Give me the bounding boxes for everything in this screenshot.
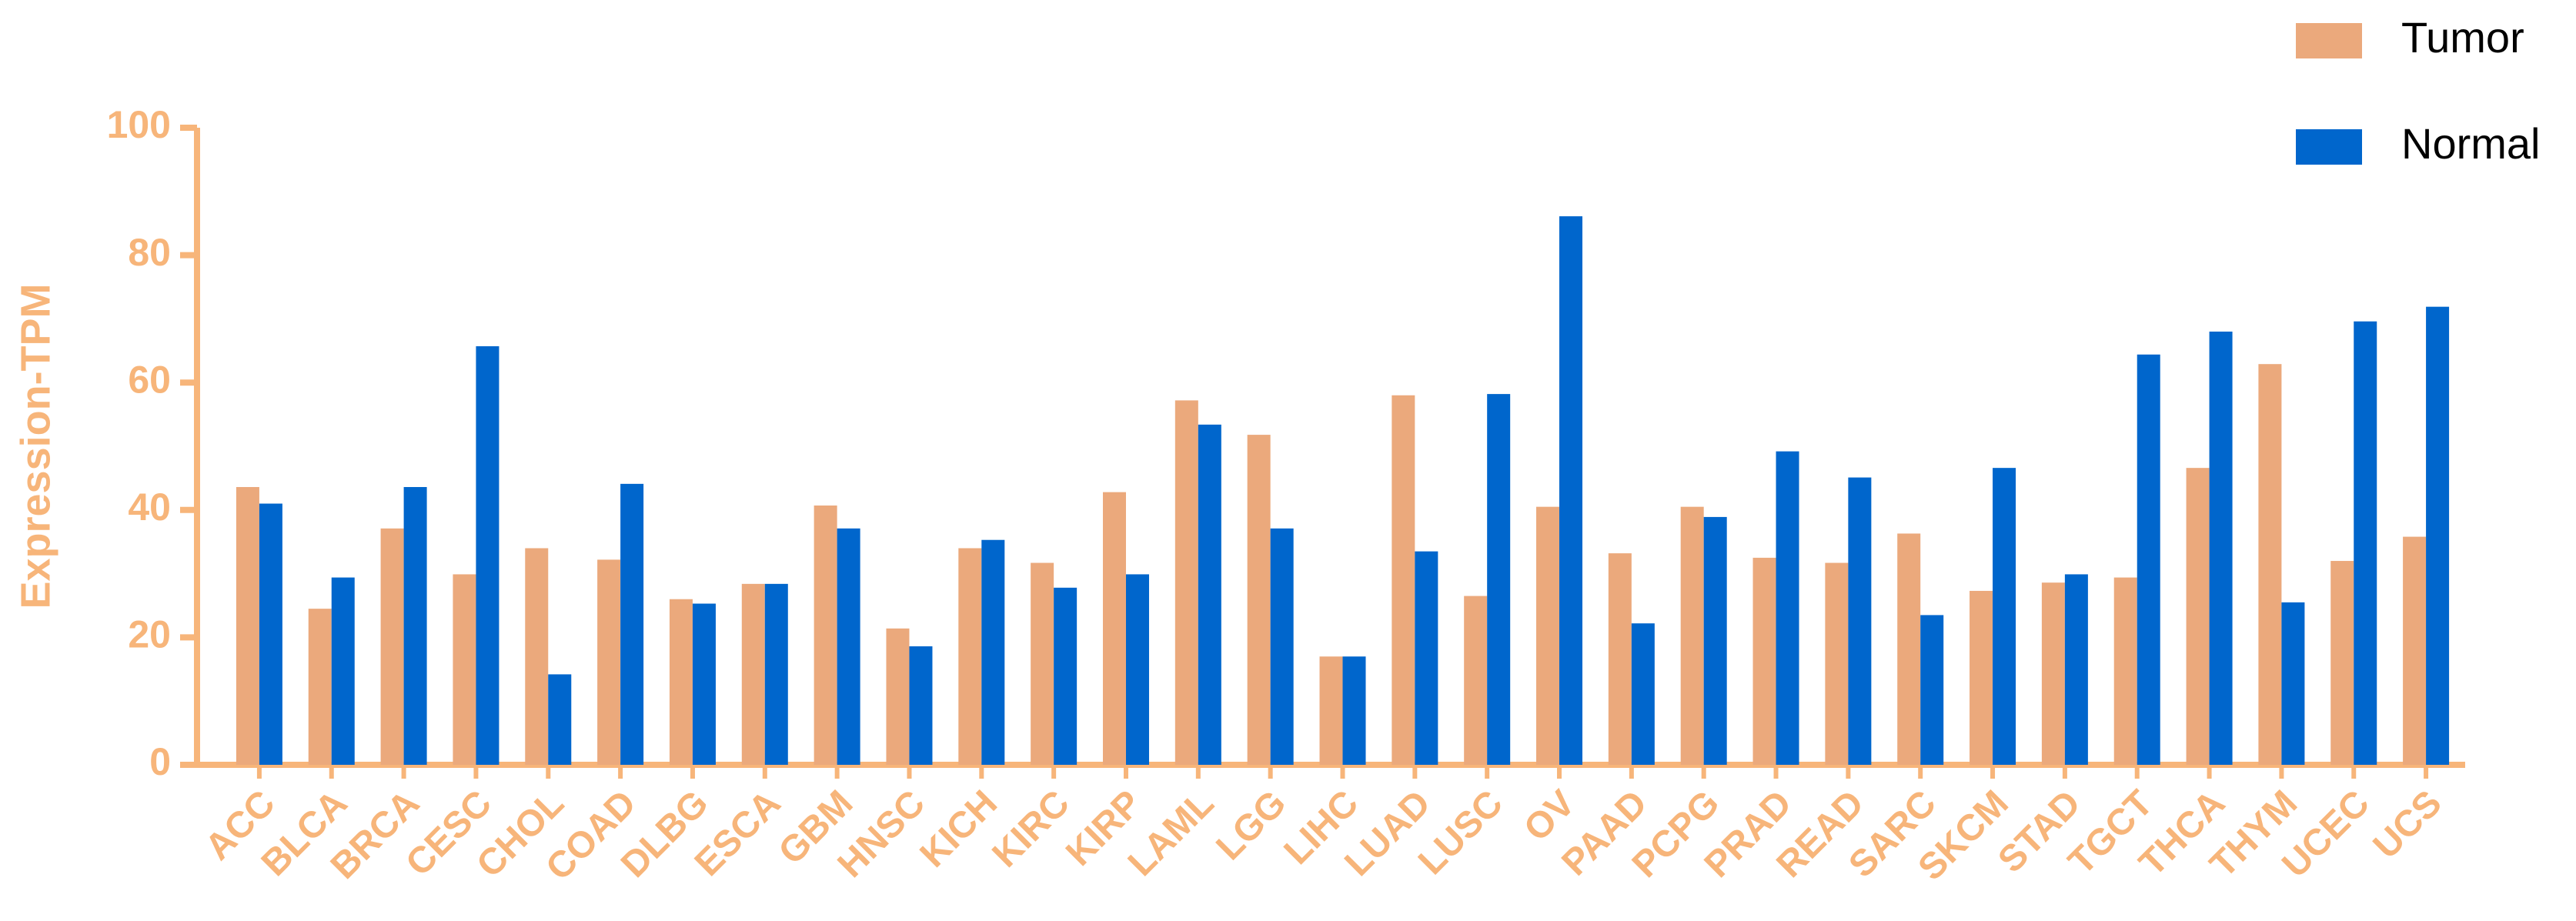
y-tick-label: 100 bbox=[107, 103, 171, 146]
bar bbox=[1125, 574, 1149, 765]
bar bbox=[2330, 561, 2354, 765]
bar bbox=[259, 503, 282, 765]
bar bbox=[2186, 468, 2210, 765]
bar bbox=[597, 559, 621, 765]
y-tick-label: 60 bbox=[128, 358, 171, 401]
bar bbox=[2137, 354, 2160, 765]
bar bbox=[1392, 395, 1415, 765]
bar bbox=[2041, 582, 2065, 765]
y-tick-label: 0 bbox=[149, 740, 171, 783]
bar bbox=[1198, 424, 1221, 765]
bar bbox=[1680, 506, 1704, 765]
bar bbox=[453, 574, 476, 765]
bar bbox=[1848, 477, 1872, 765]
y-tick-label: 40 bbox=[128, 486, 171, 529]
bar bbox=[837, 528, 860, 765]
bar bbox=[1247, 435, 1271, 765]
bar bbox=[2258, 364, 2282, 765]
bar bbox=[2209, 331, 2233, 766]
y-axis-label: Expression-TPM bbox=[12, 283, 58, 609]
bar bbox=[1270, 528, 1294, 765]
x-tick-label: KICH bbox=[913, 783, 1005, 875]
bar bbox=[981, 539, 1005, 765]
x-tick-label: LGG bbox=[1208, 783, 1294, 868]
bar bbox=[1319, 656, 1343, 765]
bar bbox=[692, 603, 716, 765]
bar bbox=[1752, 557, 1776, 765]
legend-swatch bbox=[2296, 23, 2362, 58]
bar bbox=[814, 506, 837, 765]
bar bbox=[1487, 394, 1511, 765]
bar bbox=[1776, 451, 1799, 765]
bar bbox=[1825, 562, 1849, 765]
bar bbox=[1536, 506, 1560, 765]
x-tick-label: KIRC bbox=[984, 783, 1077, 875]
bar bbox=[1174, 400, 1198, 765]
x-tick-label: UCS bbox=[2366, 783, 2450, 866]
bar bbox=[1993, 468, 2016, 765]
bar bbox=[2403, 536, 2427, 765]
bar bbox=[909, 646, 933, 765]
bar bbox=[1415, 551, 1438, 765]
bar bbox=[1031, 562, 1054, 765]
bar bbox=[741, 583, 765, 765]
legend-label: Tumor bbox=[2401, 13, 2524, 62]
bar bbox=[2354, 321, 2377, 765]
bar bbox=[2064, 574, 2088, 765]
bar bbox=[1342, 656, 1366, 765]
bar bbox=[958, 548, 982, 765]
x-tick-label: LUSC bbox=[1411, 783, 1511, 883]
bar bbox=[1054, 587, 1078, 765]
bar bbox=[403, 486, 427, 765]
bar bbox=[886, 628, 910, 765]
bar bbox=[669, 599, 693, 765]
bar bbox=[380, 528, 404, 765]
bar bbox=[1920, 615, 1944, 765]
bar bbox=[1464, 596, 1488, 765]
bar bbox=[1897, 533, 1921, 765]
bar bbox=[1102, 492, 1126, 765]
bar bbox=[548, 674, 572, 765]
bar bbox=[1559, 216, 1583, 765]
bar bbox=[308, 609, 332, 765]
legend-label: Normal bbox=[2401, 119, 2540, 168]
bar bbox=[331, 577, 355, 765]
bar bbox=[2113, 577, 2137, 765]
bar bbox=[2426, 306, 2450, 766]
bar bbox=[1631, 623, 1655, 765]
y-tick-label: 20 bbox=[128, 613, 171, 656]
bar bbox=[236, 486, 259, 765]
bar bbox=[525, 548, 549, 765]
bar bbox=[620, 483, 644, 765]
bar bbox=[476, 346, 499, 765]
legend-swatch bbox=[2296, 129, 2362, 165]
bar bbox=[764, 583, 788, 765]
bar bbox=[2281, 602, 2305, 765]
bar bbox=[1970, 590, 1993, 765]
bar bbox=[1703, 516, 1727, 765]
bar bbox=[1608, 553, 1632, 765]
y-tick-label: 80 bbox=[128, 231, 171, 274]
